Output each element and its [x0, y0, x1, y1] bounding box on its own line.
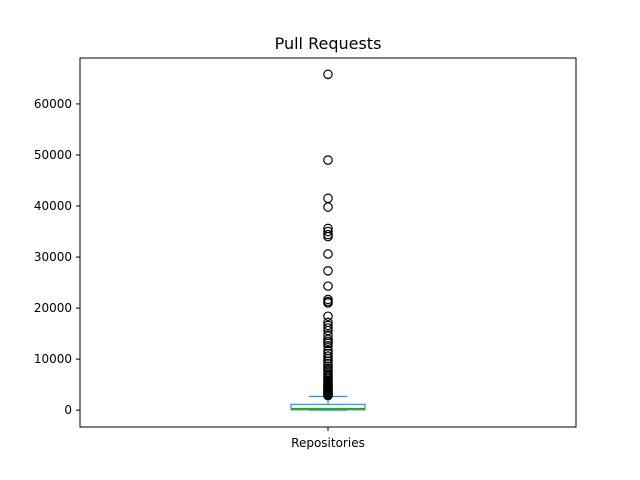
- outlier-point: [323, 323, 333, 333]
- outlier-point: [323, 249, 333, 259]
- outlier-point: [323, 353, 333, 364]
- y-tick-label: 50000: [34, 148, 72, 162]
- y-tick-label: 0: [64, 403, 72, 417]
- box-iqr: [290, 403, 366, 411]
- outlier-point: [323, 281, 333, 291]
- outlier-point: [323, 390, 333, 401]
- outlier-point: [323, 348, 333, 359]
- outlier-point: [323, 155, 333, 165]
- x-category-label: Repositories: [291, 436, 365, 450]
- plot-area: [290, 69, 366, 411]
- outlier-point: [323, 231, 333, 242]
- outlier-point: [323, 226, 333, 237]
- y-tick-label: 30000: [34, 250, 72, 264]
- outlier-point: [323, 298, 333, 308]
- axes: 0 10000 20000 30000 40000 50000 60000 Repositor…: [34, 57, 577, 450]
- y-tick-label: 20000: [34, 301, 72, 315]
- outlier-point: [323, 193, 333, 204]
- chart-title: Pull Requests: [275, 34, 382, 53]
- outlier-point: [323, 311, 333, 322]
- outlier-point: [323, 320, 333, 331]
- outlier-point: [323, 69, 333, 80]
- outlier-point: [323, 341, 333, 351]
- outlier-point: [323, 356, 333, 366]
- outlier-point: [323, 202, 333, 212]
- outlier-point: [323, 338, 333, 349]
- outlier-point: [323, 266, 333, 276]
- y-tick-label: 40000: [34, 199, 72, 213]
- y-tick-label: 60000: [34, 97, 72, 111]
- y-tick-label: 10000: [34, 352, 72, 366]
- outlier-point: [323, 351, 333, 361]
